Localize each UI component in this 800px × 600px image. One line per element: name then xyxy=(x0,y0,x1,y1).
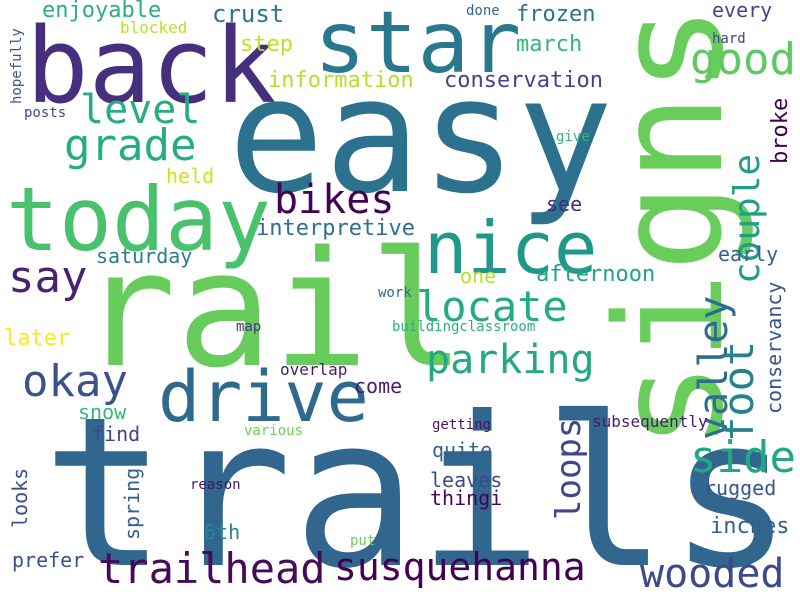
word-map: map xyxy=(236,319,262,335)
word-good: good xyxy=(690,34,796,85)
word-rail: rail xyxy=(80,216,466,403)
word-wooded: wooded xyxy=(640,551,785,597)
word-rugged: rugged xyxy=(704,476,777,500)
word-put: put xyxy=(350,533,376,549)
word-level: level xyxy=(80,87,201,133)
word-side: side xyxy=(690,432,796,483)
word-later: later xyxy=(4,326,71,351)
word-posts: posts xyxy=(24,105,67,121)
word-interpretive: interpretive xyxy=(256,216,415,241)
word-back: back xyxy=(26,5,277,127)
word-buildingclassroom: buildingclassroom xyxy=(392,319,536,335)
word-march: march xyxy=(516,32,583,57)
word-reason: reason xyxy=(190,477,241,493)
word-snow: snow xyxy=(78,400,127,424)
word-foot: foot xyxy=(714,340,763,442)
word-grade: grade xyxy=(64,120,197,171)
word-susquehanna: susquehanna xyxy=(334,545,586,589)
word-overlap: overlap xyxy=(280,360,348,379)
word-information: information xyxy=(268,68,414,93)
word-subsequently: subsequently xyxy=(592,412,708,431)
word-come: come xyxy=(354,374,403,398)
word-find: find xyxy=(92,422,141,446)
word-work: work xyxy=(378,285,412,301)
word-locate: locate xyxy=(416,282,568,331)
word-trailhead: trailhead xyxy=(98,544,326,593)
word-trails: trails xyxy=(42,373,794,600)
word-leaves: leaves xyxy=(430,468,503,492)
word-conservancy: conservancy xyxy=(762,281,786,414)
word-inches: inches xyxy=(710,514,790,539)
word-getting: getting xyxy=(432,417,492,433)
word-every: every xyxy=(712,0,773,22)
word-6th: 6th xyxy=(204,520,241,544)
word-broke: broke xyxy=(768,97,793,164)
word-one: one xyxy=(460,264,497,288)
word-nice: nice xyxy=(424,206,598,290)
word-looks: looks xyxy=(8,467,32,528)
word-saturday: saturday xyxy=(96,244,193,268)
word-loops: loops xyxy=(549,417,589,520)
word-prefer: prefer xyxy=(12,548,85,572)
word-hard: hard xyxy=(712,31,746,47)
word-early: early xyxy=(718,242,779,266)
word-see: see xyxy=(546,192,583,216)
word-step: step xyxy=(240,32,293,57)
word-frozen: frozen xyxy=(516,2,596,27)
word-thingi: thingi xyxy=(430,486,503,510)
word-easy: easy xyxy=(228,42,614,229)
word-crust: crust xyxy=(212,0,285,28)
word-enjoyable: enjoyable xyxy=(42,0,162,23)
word-drive: drive xyxy=(158,356,369,438)
word-spring: spring xyxy=(120,467,144,540)
word-okay: okay xyxy=(22,356,128,407)
word-bikes: bikes xyxy=(274,177,395,223)
word-parking: parking xyxy=(426,337,595,383)
word-quite: quite xyxy=(432,438,493,462)
word-done: done xyxy=(466,3,500,19)
word-afternoon: afternoon xyxy=(536,262,656,287)
word-various: various xyxy=(244,423,304,439)
word-give: give xyxy=(556,129,590,145)
word-say: say xyxy=(8,252,88,303)
word-star: star xyxy=(314,0,522,93)
word-hopefully: hopefully xyxy=(9,28,25,104)
word-blocked: blocked xyxy=(120,18,188,37)
word-today: today xyxy=(6,168,271,271)
word-conservation: conservation xyxy=(444,68,603,93)
word-held: held xyxy=(166,164,215,188)
